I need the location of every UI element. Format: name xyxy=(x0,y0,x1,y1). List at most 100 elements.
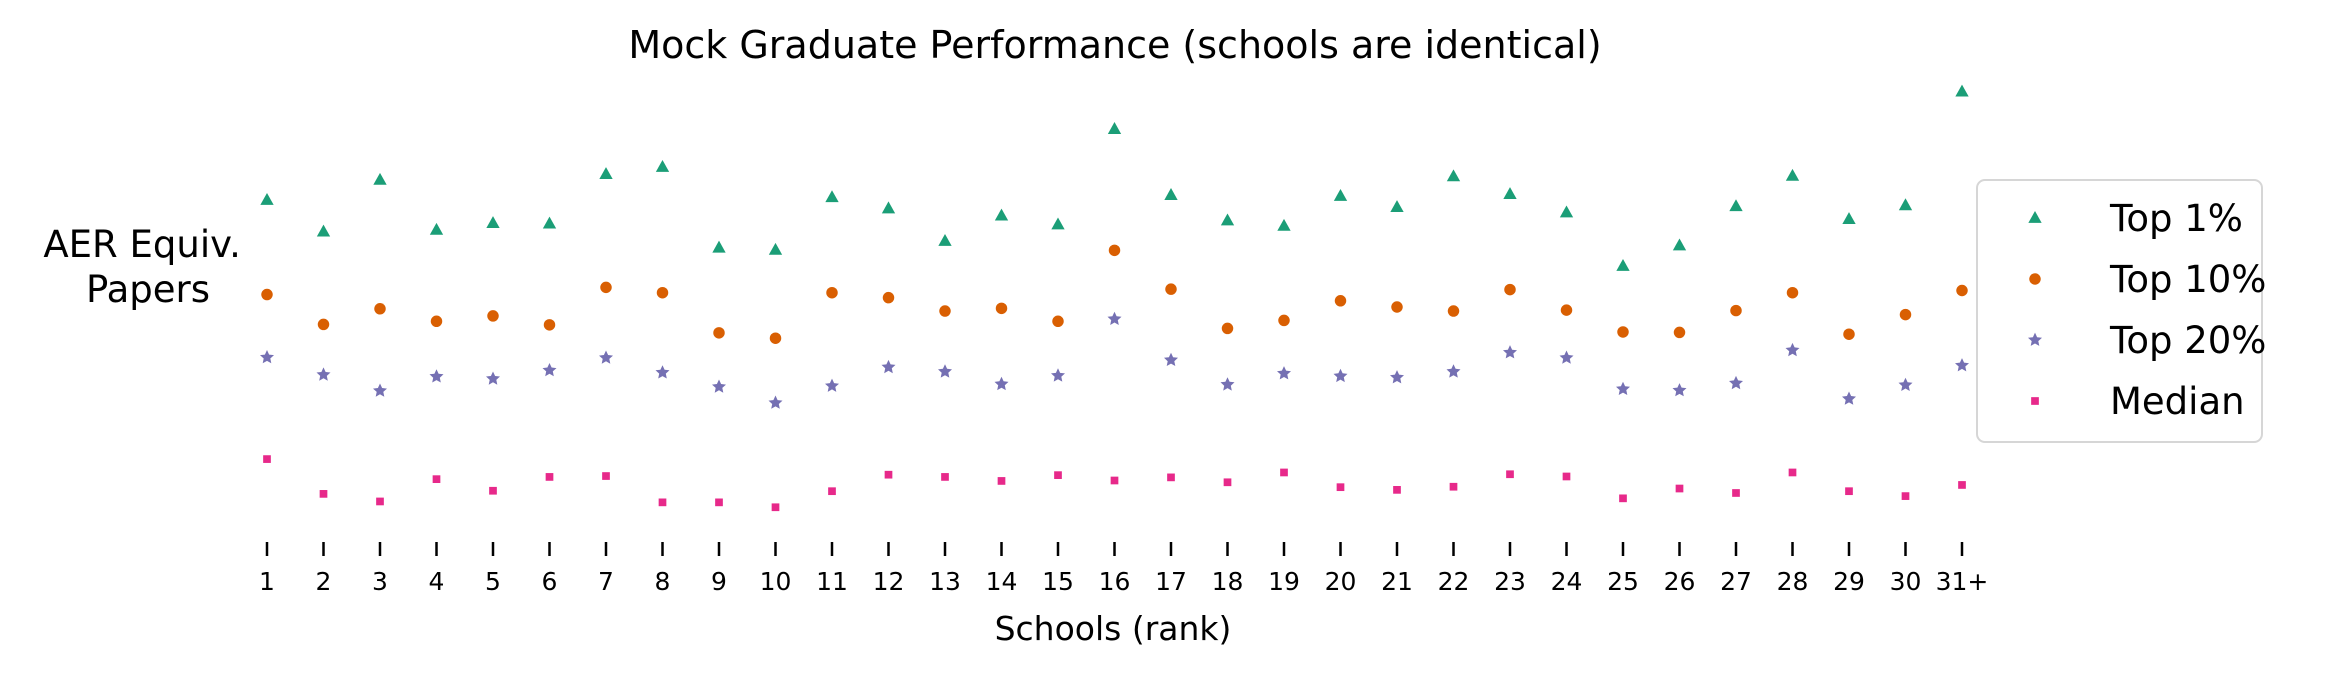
data-point xyxy=(1446,169,1461,182)
data-point xyxy=(1221,322,1234,335)
plot-area xyxy=(260,84,1969,512)
data-point xyxy=(600,281,612,294)
data-point xyxy=(1729,199,1743,212)
data-point xyxy=(655,159,670,172)
x-tick-label: 21 xyxy=(1381,567,1413,596)
data-point xyxy=(1164,188,1178,200)
data-point xyxy=(1788,468,1797,477)
x-axis: 1 2 3 4 5 6 7 8 9 10 11 12 13 14 15 16 17 18 19 20 21 22 23 24 2… xyxy=(259,542,1988,596)
data-point xyxy=(374,303,386,315)
legend-marker-top-1-pct xyxy=(2028,211,2042,223)
data-point xyxy=(319,490,328,498)
data-point xyxy=(486,216,500,229)
data-point xyxy=(1559,205,1574,218)
data-point xyxy=(1729,375,1743,390)
data-point xyxy=(768,395,783,409)
data-point xyxy=(317,318,330,331)
x-tick-label: 30 xyxy=(1890,567,1922,596)
data-point xyxy=(599,167,613,179)
data-point xyxy=(1843,328,1855,340)
data-point xyxy=(1898,377,1913,391)
legend-marker-top-10-pct xyxy=(2029,273,2041,285)
data-point xyxy=(1390,200,1404,212)
data-point xyxy=(938,233,952,246)
data-point xyxy=(1333,368,1348,383)
data-point xyxy=(1333,188,1348,201)
data-point xyxy=(1956,284,1968,297)
data-point xyxy=(994,376,1009,391)
legend-label-median: Median xyxy=(2110,380,2245,423)
data-point xyxy=(1447,305,1460,317)
data-point xyxy=(260,350,274,364)
x-tick-label: 26 xyxy=(1664,567,1696,596)
data-point xyxy=(486,371,500,385)
series-top-1-pct xyxy=(260,84,1969,271)
data-point xyxy=(543,319,556,331)
legend: Top 1% Top 10% Top 20% Median xyxy=(1976,179,2266,443)
data-point xyxy=(1675,484,1684,493)
x-tick-label: 22 xyxy=(1438,567,1470,596)
data-point xyxy=(997,477,1006,485)
data-point xyxy=(1051,217,1065,230)
data-point xyxy=(542,363,557,377)
data-point xyxy=(1107,122,1122,134)
x-tick-label: 23 xyxy=(1494,567,1526,596)
data-point xyxy=(1617,326,1629,338)
data-point xyxy=(656,286,669,299)
data-point xyxy=(1842,391,1856,405)
data-point xyxy=(1503,187,1517,200)
series-top-10-pct xyxy=(261,244,1968,344)
x-tick-label: 2 xyxy=(316,567,332,596)
data-point xyxy=(1220,377,1235,391)
data-point xyxy=(1167,473,1175,482)
x-tick-label: 6 xyxy=(542,567,558,596)
x-tick-label: 7 xyxy=(598,567,614,596)
data-point xyxy=(599,350,613,364)
data-point xyxy=(602,472,610,480)
x-tick-label: 3 xyxy=(372,567,388,596)
data-point xyxy=(1164,352,1178,366)
data-point xyxy=(1899,308,1912,321)
x-tick-label: 10 xyxy=(760,567,792,596)
data-point xyxy=(316,367,331,381)
x-tick-label: 12 xyxy=(873,567,905,596)
y-axis-label: AER Equiv. Papers xyxy=(43,223,252,311)
data-point xyxy=(715,498,723,507)
data-point xyxy=(1560,304,1573,316)
x-tick-label: 15 xyxy=(1042,567,1074,596)
data-point xyxy=(1165,283,1177,295)
data-point xyxy=(1616,258,1630,271)
data-point xyxy=(1898,198,1913,211)
data-point xyxy=(1336,483,1345,492)
y-axis-label-line-1: AER Equiv. xyxy=(43,223,241,266)
x-tick-label: 14 xyxy=(986,567,1018,596)
data-point xyxy=(1391,301,1403,313)
data-point xyxy=(1223,478,1232,487)
data-point xyxy=(826,286,838,299)
data-point xyxy=(1616,381,1630,395)
data-point xyxy=(1277,218,1291,231)
data-point xyxy=(1051,368,1065,382)
x-axis-label: Schools (rank) xyxy=(995,609,1232,648)
data-point xyxy=(261,288,273,301)
data-point xyxy=(881,359,896,374)
data-point xyxy=(1449,482,1458,491)
data-point xyxy=(1842,212,1856,225)
data-point xyxy=(825,378,839,392)
data-point xyxy=(376,497,384,506)
data-point xyxy=(769,332,782,344)
data-point xyxy=(828,487,836,496)
data-point xyxy=(938,364,952,378)
x-tick-label: 25 xyxy=(1607,567,1639,596)
data-point xyxy=(542,216,557,229)
data-point xyxy=(825,190,839,203)
data-point xyxy=(1052,315,1064,328)
data-point xyxy=(1390,370,1404,384)
legend-frame xyxy=(1976,179,2263,443)
data-point xyxy=(373,383,387,397)
data-point xyxy=(430,315,443,328)
data-point xyxy=(994,208,1009,221)
data-point xyxy=(263,455,271,463)
data-point xyxy=(1562,472,1571,481)
